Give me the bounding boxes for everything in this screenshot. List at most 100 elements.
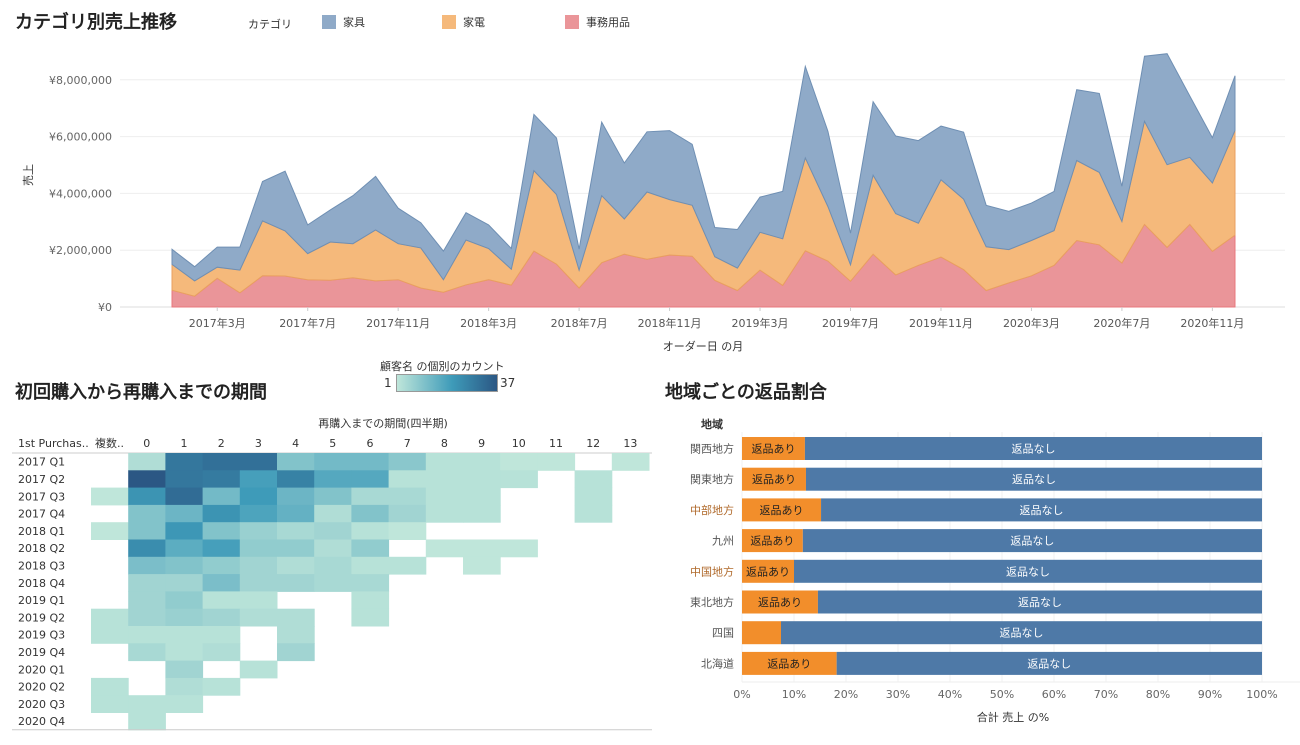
bar-label-returned: 返品あり — [750, 535, 794, 548]
bar-segment-not-returned — [805, 467, 1262, 491]
region-label: 中国地方 — [690, 564, 734, 578]
region-label: 北海道 — [701, 656, 734, 670]
heatmap-cell — [239, 470, 278, 489]
heatmap-cell — [165, 608, 204, 627]
heatmap-cell — [202, 556, 241, 575]
bar-label-not-returned: 返品なし — [1027, 657, 1071, 670]
bar-label-returned: 返品あり — [767, 657, 811, 670]
bar-label-returned: 返品あり — [760, 504, 804, 517]
legend-item-furniture[interactable]: 家具 — [322, 14, 365, 30]
repurchase-heatmap[interactable]: 再購入までの期間(四半期)1st Purchas.. 複数.. 0 1 2 3 4 5 6 7 8 9… — [0, 410, 660, 740]
row-label: 2018 Q4 — [18, 577, 65, 590]
heatmap-cell — [463, 453, 501, 471]
heatmap-cell — [425, 504, 464, 523]
row-label: 2017 Q3 — [18, 490, 65, 503]
heatmap-cell — [165, 626, 204, 644]
heatmap-cell — [165, 470, 204, 489]
area-家具 — [171, 53, 1236, 282]
heatmap-cell — [500, 539, 538, 558]
heatmap-cell — [463, 539, 501, 558]
x-tick-label: 60% — [1042, 688, 1066, 701]
heatmap-cell — [239, 539, 278, 558]
color-legend-max: 37 — [500, 376, 516, 390]
heatmap-cell — [91, 626, 129, 644]
heatmap-cell — [388, 504, 427, 523]
color-legend-min: 1 — [384, 376, 392, 390]
sales-area-chart[interactable]: ¥0 ¥2,000,000 ¥4,000,000 ¥6,000,000 ¥8,000,0… — [0, 40, 1300, 355]
heatmap-cell — [128, 712, 166, 731]
heatmap-cell — [202, 608, 241, 627]
heatmap-cell — [239, 660, 278, 679]
heatmap-cell — [611, 453, 650, 471]
heatmap-cell — [314, 504, 352, 523]
heatmap-cell — [128, 504, 166, 523]
heatmap-cell — [277, 539, 315, 558]
heatmap-cell — [463, 556, 501, 575]
heatmap-cell — [500, 453, 538, 471]
heatmap-cell — [202, 677, 241, 696]
column-header: 0 — [143, 437, 150, 450]
heatmap-cell — [202, 643, 241, 662]
bar-segment-not-returned — [794, 559, 1262, 583]
column-header: 1 — [181, 437, 188, 450]
heatmap-cell — [239, 487, 278, 506]
bar-segment-returned — [742, 437, 805, 460]
heatmap-cell — [202, 626, 241, 644]
x-tick-label: 2020年11月 — [1180, 316, 1244, 330]
region-label: 中部地方 — [690, 503, 734, 517]
heatmap-cell — [91, 608, 129, 627]
bar-segment-not-returned — [802, 529, 1262, 553]
row-label: 2020 Q2 — [18, 681, 65, 694]
column-header: 6 — [367, 437, 374, 450]
row-header: 地域 — [701, 417, 723, 431]
x-tick-label: 2017年7月 — [279, 316, 336, 330]
heatmap-cell — [314, 574, 352, 592]
heatmap-cell — [202, 504, 241, 523]
x-tick-label: 2018年7月 — [551, 316, 608, 330]
returns-bar-chart[interactable]: 地域 0% 10% 20% 30% 40% 50% 60% 70% 80% 90% 100% 合計 売上… — [660, 410, 1300, 740]
heatmap-cell — [463, 487, 501, 506]
x-tick-label: 30% — [886, 688, 910, 701]
legend-item-appliances[interactable]: 家電 — [442, 14, 485, 30]
row-header: 1st Purchas.. — [18, 437, 89, 450]
x-tick-label: 90% — [1198, 688, 1222, 701]
heatmap-cell — [239, 522, 278, 540]
bar-label-not-returned: 返品なし — [1000, 627, 1044, 640]
x-tick-label: 2017年3月 — [189, 316, 246, 330]
x-axis-title: オーダー日 の月 — [663, 339, 744, 353]
region-label: 四国 — [712, 627, 734, 640]
x-tick-label: 40% — [938, 688, 962, 701]
heatmap-cell — [277, 626, 315, 644]
y-axis-title: 売上 — [22, 164, 35, 186]
heatmap-cell — [463, 504, 501, 523]
legend-item-office[interactable]: 事務用品 — [565, 14, 630, 30]
heatmap-cell — [165, 591, 204, 610]
heatmap-cell — [128, 522, 166, 540]
region-label: 九州 — [712, 535, 734, 548]
x-tick-label: 2019年11月 — [909, 316, 973, 330]
column-header: 10 — [512, 437, 526, 450]
heatmap-cell — [165, 522, 204, 540]
heatmap-cell — [202, 453, 241, 471]
heatmap-cell — [351, 556, 390, 575]
column-header: 11 — [549, 437, 563, 450]
color-legend-bar — [396, 374, 498, 392]
heatmap-cell — [239, 591, 278, 610]
legend-label: 家具 — [343, 16, 365, 29]
heatmap-cell — [128, 556, 166, 575]
x-tick-label: 0% — [733, 688, 750, 701]
heatmap-cell — [314, 539, 352, 558]
row-label: 2020 Q4 — [18, 715, 65, 728]
x-tick-label: 2018年3月 — [460, 316, 517, 330]
heatmap-cell — [165, 695, 204, 713]
heatmap-cell — [277, 556, 315, 575]
heatmap-cell — [128, 626, 166, 644]
bar-label-returned: 返品あり — [758, 596, 802, 609]
region-label: 東北地方 — [690, 595, 734, 609]
heatmap-cell — [128, 470, 166, 489]
heatmap-cell — [277, 453, 315, 471]
heatmap-cell — [91, 695, 129, 713]
x-tick-label: 50% — [990, 688, 1014, 701]
bar-label-not-returned: 返品なし — [1020, 504, 1064, 517]
legend-swatch — [322, 15, 336, 29]
